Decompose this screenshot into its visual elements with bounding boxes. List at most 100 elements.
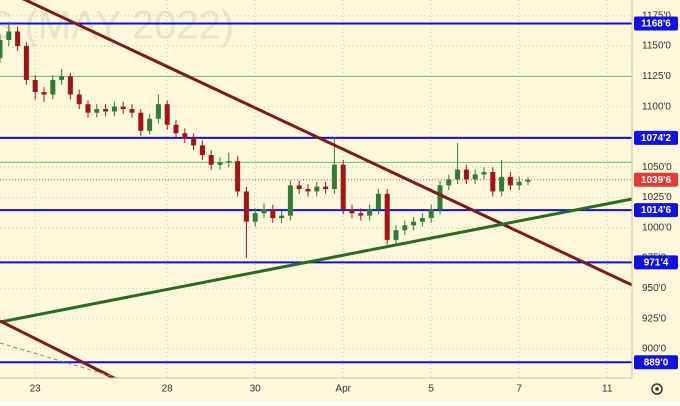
- y-tick-label: 950'0: [642, 283, 667, 294]
- candle-body: [296, 185, 302, 189]
- candle-body: [472, 174, 478, 180]
- axes: 900'0925'0950'0975'01000'01025'01050'010…: [30, 10, 678, 395]
- candle-body: [499, 176, 505, 192]
- candle-body: [164, 104, 170, 125]
- trend-line: [0, 319, 119, 382]
- y-tick-label: 1000'0: [642, 222, 672, 233]
- candle-body: [419, 218, 425, 222]
- level-box: [634, 16, 678, 31]
- level-label: 889'0: [644, 357, 669, 368]
- candle-body: [358, 213, 364, 216]
- x-tick-label: 7: [516, 384, 522, 395]
- candle-body: [305, 189, 311, 192]
- trend-line: [22, 0, 633, 287]
- candle-body: [411, 221, 417, 226]
- candle-body: [428, 209, 434, 219]
- candle-body: [393, 230, 399, 240]
- time-axis: [0, 378, 632, 401]
- settings-gear[interactable]: [651, 383, 663, 395]
- candle-body: [323, 186, 329, 189]
- candle-body: [525, 179, 531, 182]
- candle-body: [23, 46, 29, 80]
- candle-body: [375, 193, 381, 210]
- y-tick-label: 1125'0: [642, 71, 671, 82]
- candle-body: [111, 106, 117, 112]
- candle-body: [32, 79, 38, 93]
- candle-body: [463, 169, 469, 180]
- candle-body: [314, 186, 320, 192]
- candle-body: [50, 79, 56, 95]
- level-box: [634, 355, 678, 370]
- candle-body: [67, 76, 73, 95]
- x-tick-label: Apr: [335, 384, 351, 395]
- candle-body: [516, 181, 522, 186]
- candle-body: [226, 161, 232, 163]
- level-label: 1014'6: [641, 205, 672, 216]
- candle-body: [199, 145, 205, 156]
- candle-body: [0, 39, 3, 59]
- candle-body: [270, 209, 276, 219]
- y-tick-label: 900'0: [642, 344, 667, 355]
- candle-body: [481, 172, 487, 175]
- candle-body: [85, 104, 91, 113]
- level-label: 1074'2: [641, 133, 672, 144]
- level-label: 1168'6: [641, 19, 671, 30]
- level-box: [634, 255, 678, 270]
- candle-body: [349, 209, 355, 214]
- last-price-box: [634, 172, 678, 187]
- candle-body: [191, 138, 197, 146]
- candle-body: [402, 225, 408, 231]
- candle-body: [235, 161, 241, 192]
- settings-gear-center[interactable]: [655, 387, 659, 391]
- trend-line: [0, 197, 633, 324]
- candle-body: [59, 76, 65, 80]
- y-tick-label: 1150'0: [642, 41, 671, 52]
- candle-body: [507, 176, 513, 186]
- last-price-label: 1039'6: [641, 175, 672, 186]
- candle-body: [367, 209, 373, 216]
- candle-body: [490, 172, 496, 192]
- candle-body: [41, 92, 47, 95]
- candle-body: [15, 31, 21, 47]
- candle-body: [287, 185, 293, 216]
- candle-body: [155, 104, 161, 119]
- candle-body: [455, 169, 461, 180]
- candle-body: [252, 213, 258, 222]
- y-tick-label: 1175'0: [642, 10, 671, 21]
- level-label: 971'4: [644, 258, 669, 269]
- price-axis: [632, 0, 680, 401]
- level-box: [634, 203, 678, 218]
- candle-body: [76, 94, 82, 105]
- candle-body: [103, 109, 109, 112]
- candle-body: [261, 209, 267, 214]
- candle-body: [147, 118, 153, 131]
- settings-icon[interactable]: [651, 383, 663, 395]
- y-tick-label: 1025'0: [642, 192, 672, 203]
- candle-body: [6, 31, 12, 40]
- candle-body: [243, 191, 249, 222]
- watermark-title: ES (MAY 2022): [0, 4, 234, 48]
- candle-body: [384, 193, 390, 240]
- candle-body: [138, 112, 144, 131]
- candle-body: [217, 162, 223, 165]
- candle-body: [208, 155, 214, 165]
- candle-body: [331, 164, 337, 189]
- y-tick-label: 1050'0: [642, 162, 672, 173]
- candle-body: [129, 109, 135, 113]
- x-tick-label: 28: [162, 384, 174, 395]
- candle-body: [340, 164, 346, 210]
- candle-body: [437, 185, 443, 210]
- candle-body: [173, 124, 179, 134]
- x-tick-label: 30: [250, 384, 262, 395]
- x-tick-label: 23: [30, 384, 42, 395]
- level-box: [634, 130, 678, 145]
- candle-body: [279, 215, 285, 219]
- y-tick-label: 1100'0: [642, 101, 671, 112]
- x-tick-label: 5: [428, 384, 434, 395]
- candle-body: [120, 106, 126, 110]
- y-tick-label: 925'0: [642, 313, 667, 324]
- candle-body: [446, 179, 452, 186]
